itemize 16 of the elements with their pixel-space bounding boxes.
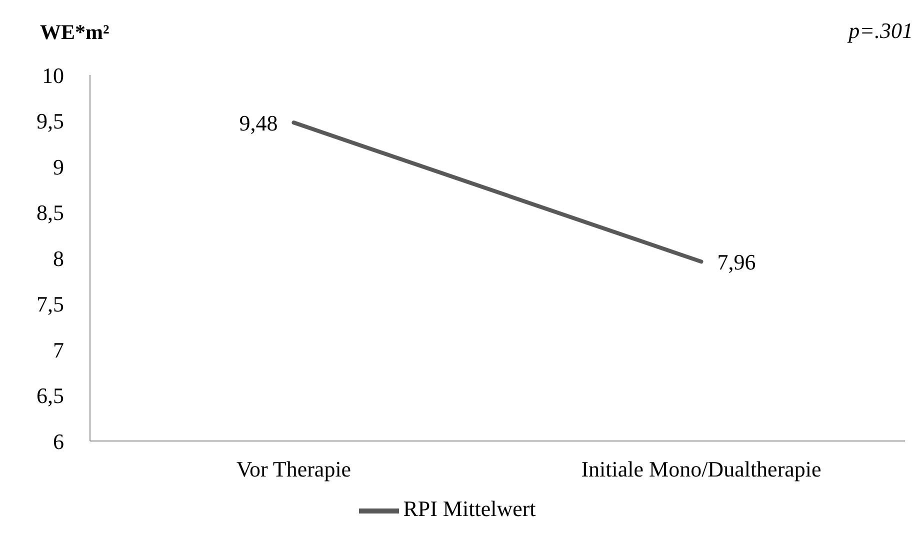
y-tick-label: 7,5: [36, 292, 64, 317]
x-tick-label: Initiale Mono/Dualtherapie: [581, 456, 822, 482]
y-tick-label: 6: [53, 428, 64, 454]
y-tick-label: 7: [53, 337, 64, 362]
y-tick-label: 8,5: [36, 200, 64, 226]
y-tick-label: 9,5: [36, 108, 64, 134]
y-tick-label: 9: [53, 154, 64, 180]
legend-label: RPI Mittelwert: [403, 496, 536, 522]
text: p=.301: [848, 18, 913, 44]
y-axis-title: WE*m²: [40, 20, 110, 45]
y-tick-label: 10: [42, 62, 64, 88]
data-label: 9,48: [239, 110, 278, 136]
x-tick-label: Vor Therapie: [236, 456, 352, 482]
y-tick-label: 6,5: [36, 383, 64, 408]
data-label: 7,96: [717, 250, 756, 275]
y-tick-label: 8: [53, 246, 64, 271]
